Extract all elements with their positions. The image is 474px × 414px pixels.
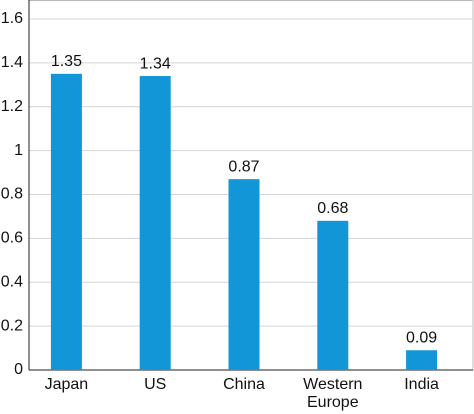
y-tick-label: 0.4 [1,273,23,290]
value-label: 1.34 [140,55,171,72]
y-tick-label: 0 [14,361,23,378]
value-label: 0.68 [317,200,348,217]
x-tick-label: China [223,376,265,393]
value-label: 1.35 [51,53,82,70]
value-label: 0.87 [228,158,259,175]
y-tick-label: 1.2 [1,98,23,115]
y-tick-label: 0.8 [1,186,23,203]
y-tick-label: 0.2 [1,317,23,334]
y-tick-label: 0.6 [1,230,23,247]
x-tick-label: India [404,376,439,393]
bar [228,179,260,370]
bar [317,220,349,370]
bar [50,73,82,370]
bar [406,350,438,370]
y-tick-label: 1.4 [1,54,23,71]
y-tick-label: 1 [14,142,23,159]
bar [139,76,171,370]
x-tick-label: Western Europe [303,376,363,411]
value-label: 0.09 [406,329,437,346]
x-tick-label: Japan [44,376,89,393]
x-tick-label: US [144,376,167,393]
y-tick-label: 1.6 [1,10,23,27]
